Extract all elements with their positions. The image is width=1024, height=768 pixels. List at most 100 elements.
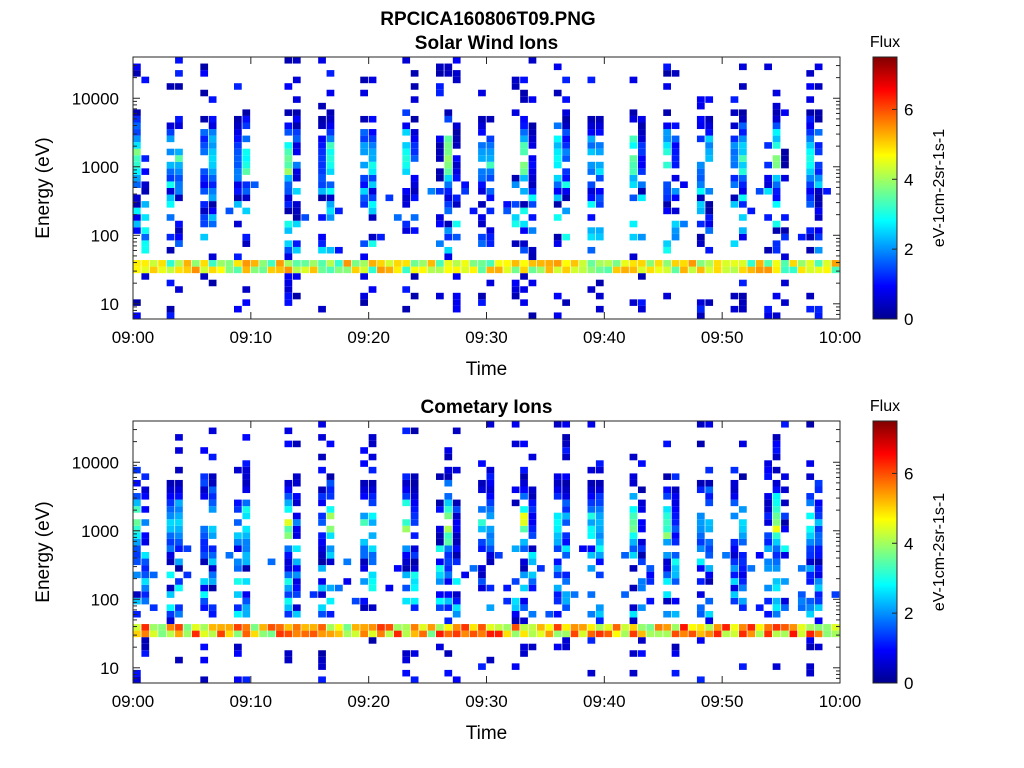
heatmap-cell <box>402 194 411 202</box>
heatmap-cell <box>511 663 520 670</box>
heatmap-cell <box>284 155 293 162</box>
heatmap-cell <box>250 260 259 267</box>
heatmap-cell <box>183 624 192 631</box>
heatmap-cell <box>638 142 646 149</box>
heatmap-cell <box>612 260 621 267</box>
heatmap-cell <box>587 181 596 188</box>
heatmap-cell <box>175 604 183 611</box>
heatmap-cell <box>595 161 604 169</box>
heatmap-cell <box>141 558 150 566</box>
heatmap-cell <box>208 525 217 533</box>
heatmap-cell <box>511 76 520 84</box>
heatmap-cell <box>284 493 293 500</box>
heatmap-cell <box>638 161 646 169</box>
heatmap-cell <box>511 597 520 605</box>
heatmap-cell <box>368 545 377 552</box>
heatmap-cell <box>402 525 411 533</box>
heatmap-cell <box>292 571 301 579</box>
heatmap-cell <box>242 434 251 441</box>
heatmap-cell <box>326 266 335 274</box>
heatmap-cell <box>436 292 444 300</box>
heatmap-cell <box>175 578 183 585</box>
x-tick-label: 09:20 <box>347 328 390 347</box>
heatmap-cell <box>562 96 570 103</box>
heatmap-cell <box>730 565 739 572</box>
heatmap-cell <box>663 630 671 638</box>
heatmap-cell <box>402 220 411 228</box>
heatmap-cell <box>562 545 570 552</box>
heatmap-cell <box>671 220 680 228</box>
heatmap-cell <box>814 181 823 188</box>
heatmap-cell <box>537 565 545 572</box>
heatmap-cell <box>208 122 217 130</box>
heatmap-cell <box>444 70 453 77</box>
heatmap-cell <box>806 174 815 182</box>
heatmap-cell <box>242 545 251 552</box>
heatmap-cell <box>368 76 377 84</box>
heatmap-cell <box>562 578 570 585</box>
heatmap-cell <box>200 148 209 156</box>
heatmap-cell <box>402 558 411 566</box>
heatmap-cell <box>764 312 772 319</box>
heatmap-cell <box>309 630 318 638</box>
heatmap-cell <box>629 220 638 228</box>
heatmap-cell <box>478 168 486 175</box>
heatmap-cell <box>318 161 326 169</box>
heatmap-cell <box>318 135 326 143</box>
heatmap-cell <box>781 499 789 507</box>
heatmap-cell <box>486 499 495 507</box>
heatmap-cell <box>663 148 671 156</box>
y-tick-label: 1000 <box>81 158 119 177</box>
heatmap-cell <box>175 194 183 202</box>
heatmap-cell <box>739 63 747 71</box>
heatmap-cell <box>486 538 495 546</box>
heatmap-cell <box>234 545 242 552</box>
heatmap-cell <box>360 545 368 552</box>
heatmap-cell <box>764 519 772 526</box>
heatmap-cell <box>444 227 453 234</box>
heatmap-cell <box>638 486 646 494</box>
heatmap-cell <box>478 174 486 182</box>
heatmap-cell <box>595 571 604 579</box>
heatmap-cell <box>755 266 764 274</box>
heatmap-cell <box>208 506 217 513</box>
heatmap-cell <box>528 174 537 182</box>
heatmap-cell <box>638 558 646 566</box>
heatmap-cell <box>806 421 815 428</box>
heatmap-cell <box>360 447 368 454</box>
heatmap-cell <box>175 493 183 500</box>
heatmap-cell <box>696 512 705 520</box>
heatmap-cell <box>326 584 335 592</box>
heatmap-cell <box>781 299 789 306</box>
heatmap-cell <box>486 552 495 559</box>
heatmap-cell <box>292 512 301 520</box>
heatmap-cell <box>520 473 528 480</box>
heatmap-cell <box>621 266 629 274</box>
heatmap-cell <box>814 115 823 123</box>
heatmap-cell <box>528 122 537 130</box>
heatmap-cell <box>587 466 596 474</box>
heatmap-cell <box>360 194 368 202</box>
heatmap-cell <box>781 519 789 526</box>
heatmap-cell <box>705 571 714 579</box>
heatmap-cell <box>284 584 293 592</box>
heatmap-cell <box>410 181 419 188</box>
heatmap-cell <box>814 584 823 592</box>
heatmap-cell <box>234 155 242 162</box>
heatmap-cell <box>225 624 234 631</box>
heatmap-cell <box>562 142 570 149</box>
heatmap-cell <box>739 181 747 188</box>
heatmap-cell <box>360 260 368 267</box>
heatmap-cell <box>587 532 596 539</box>
heatmap-cell <box>208 584 217 592</box>
x-tick-label: 09:40 <box>583 692 626 711</box>
heatmap-cell <box>393 565 402 572</box>
heatmap-cell <box>520 260 528 267</box>
heatmap-cell <box>772 453 781 461</box>
heatmap-cell <box>730 584 739 592</box>
heatmap-cell <box>133 161 141 169</box>
heatmap-cell <box>402 552 411 559</box>
heatmap-cell <box>410 624 419 631</box>
heatmap-cell <box>705 552 714 559</box>
